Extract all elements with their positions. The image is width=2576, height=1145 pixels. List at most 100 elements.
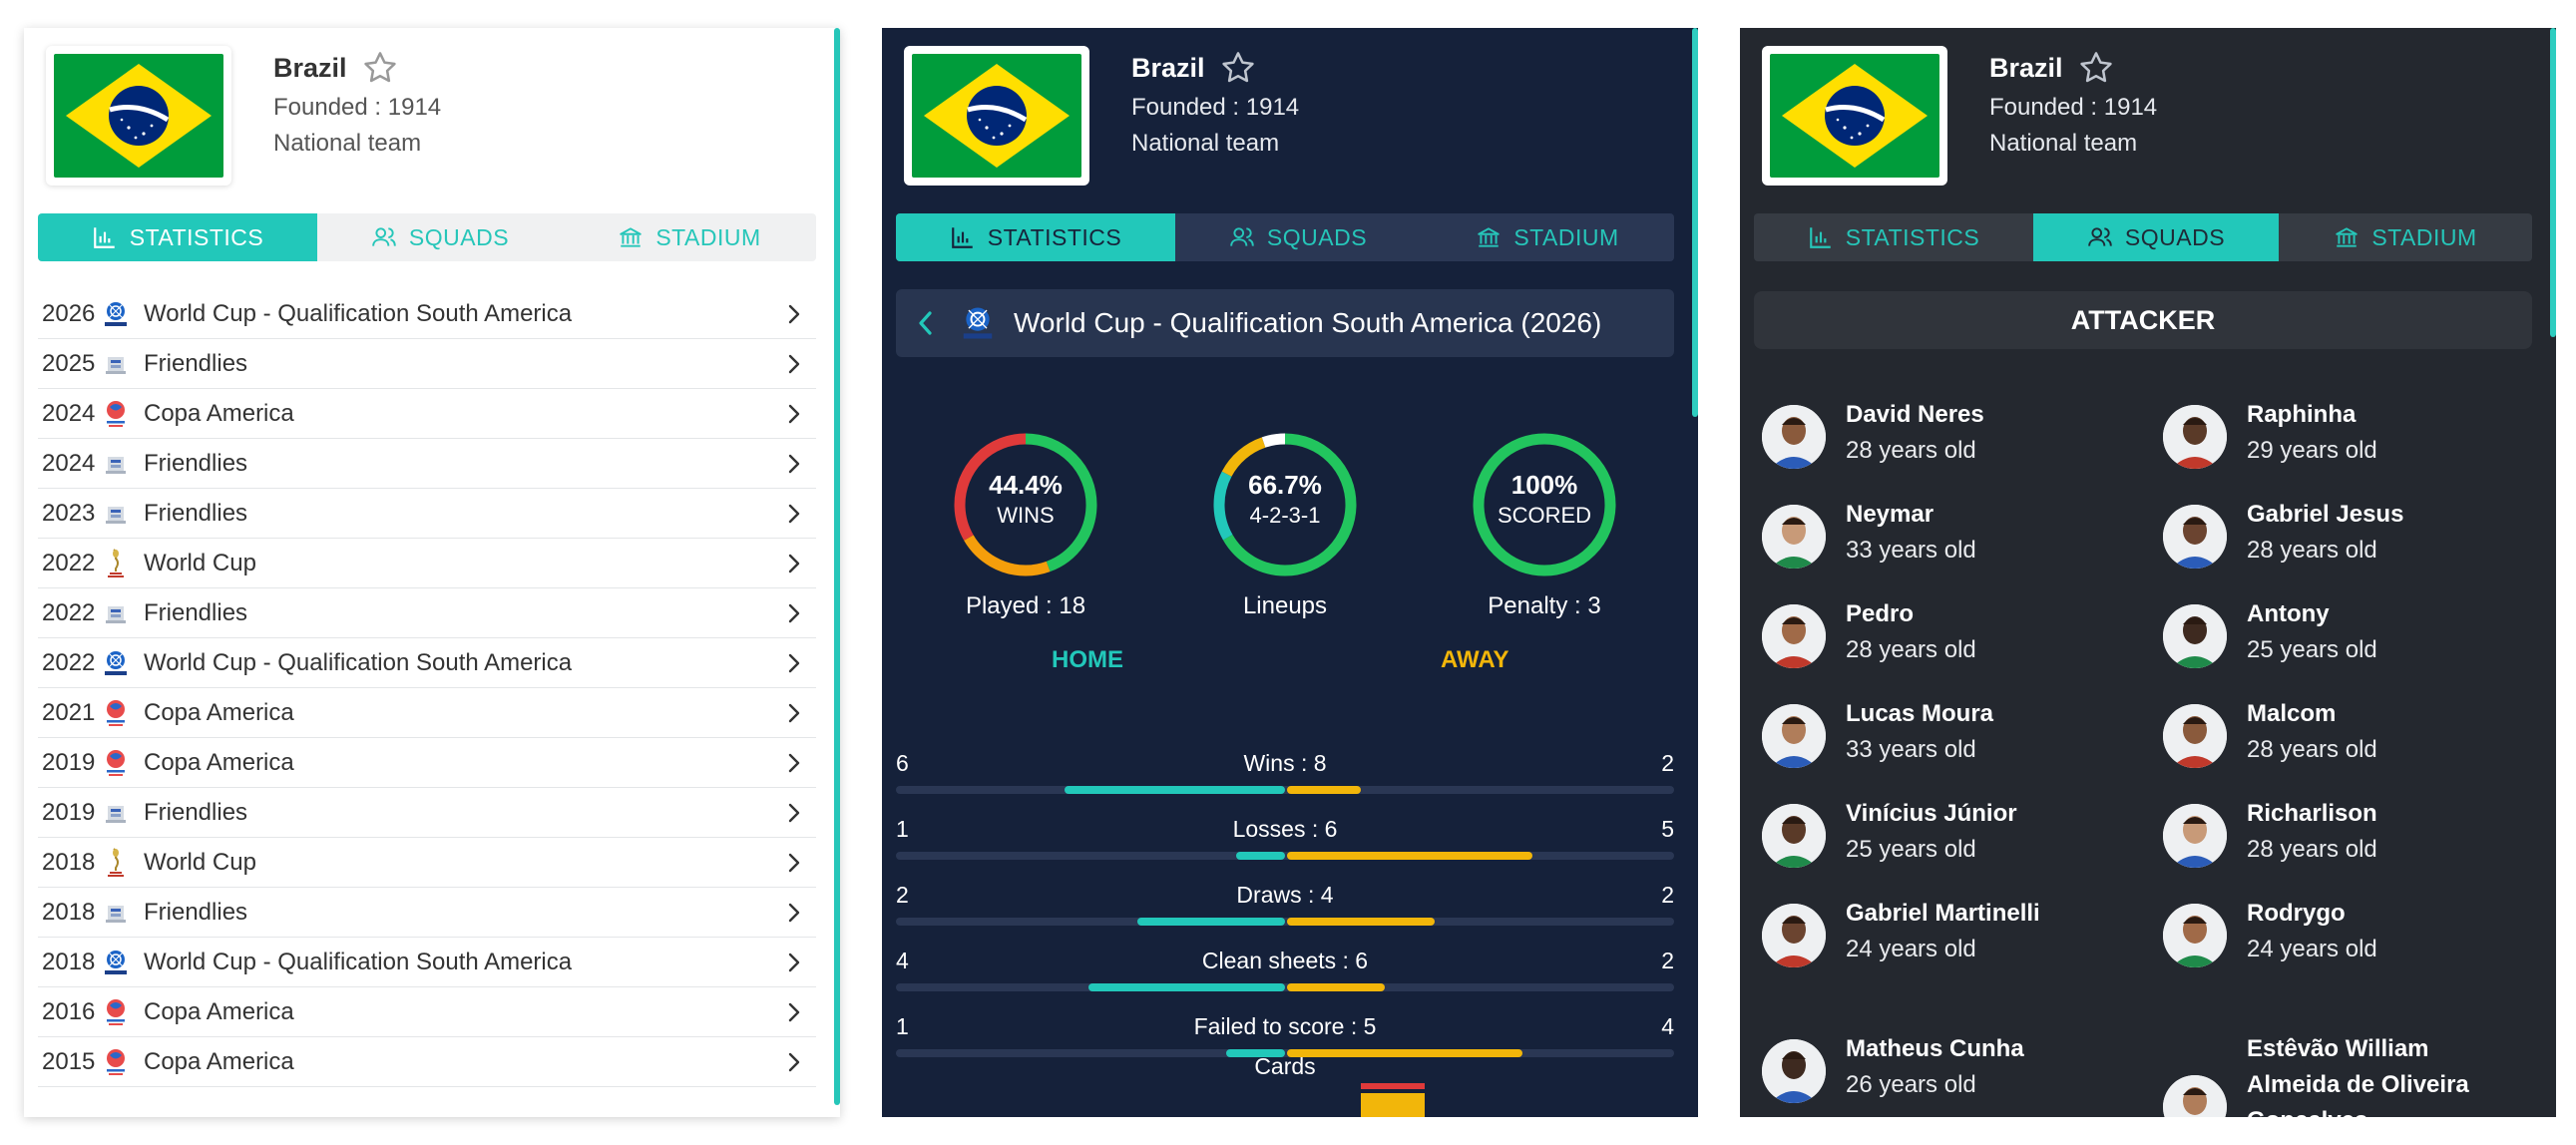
tab-statistics[interactable]: STATISTICS — [38, 213, 317, 261]
favorite-star-icon[interactable] — [361, 49, 399, 87]
player-age: 26 years old — [1846, 1071, 1976, 1098]
player-item[interactable]: Pedro 28 years old — [1762, 596, 2141, 686]
tab-bar: STATISTICS SQUADS STADIUM — [38, 213, 816, 261]
player-item[interactable]: Neymar 33 years old — [1762, 497, 2141, 586]
tab-squads[interactable]: SQUADS — [1175, 213, 1421, 261]
bank-icon — [2336, 227, 2359, 247]
scrollbar[interactable] — [834, 28, 840, 1105]
away-bar — [1287, 918, 1435, 926]
competition-row[interactable]: 2019 Copa America — [38, 738, 816, 788]
player-name: Richarlison — [2247, 800, 2377, 827]
competition-row[interactable]: 2024 Copa America — [38, 389, 816, 439]
stat-home-value: 1 — [896, 1013, 909, 1039]
tab-label: SQUADS — [408, 223, 510, 250]
donut-value: 66.7% — [1248, 470, 1322, 500]
competition-row[interactable]: 2016 Copa America — [38, 987, 816, 1037]
stat-row: Draws : 4 2 2 — [896, 882, 1674, 932]
competition-row[interactable]: 2025 Friendlies — [38, 339, 816, 389]
competition-row[interactable]: 2018 World Cup — [38, 838, 816, 888]
back-chevron-icon[interactable] — [896, 289, 956, 357]
player-age: 28 years old — [2247, 836, 2377, 863]
chevron-right-icon — [788, 354, 800, 374]
scrollbar[interactable] — [2550, 28, 2556, 337]
player-item[interactable]: Gabriel Jesus 28 years old — [2163, 497, 2542, 586]
copa-logo-icon — [96, 992, 136, 1032]
competition-year: 2022 — [42, 598, 96, 626]
copa-logo-icon — [96, 394, 136, 434]
competition-name: World Cup — [144, 848, 256, 876]
competition-row[interactable]: 2021 Copa America — [38, 688, 816, 738]
chevron-right-icon — [788, 803, 800, 823]
player-item[interactable]: Estêvão William Almeida de Oliveira Gonç… — [2163, 1031, 2542, 1117]
away-label[interactable]: AWAY — [1441, 646, 1509, 673]
team-info: Brazil Founded : 1914 National team — [1131, 46, 1530, 162]
competition-row[interactable]: 2018 World Cup - Qualification South Amer… — [38, 938, 816, 987]
player-item[interactable]: Rodrygo 24 years old — [2163, 896, 2542, 985]
player-age: 28 years old — [1846, 437, 1976, 464]
worldcup-logo-icon — [96, 544, 136, 583]
competition-name: Friendlies — [144, 798, 248, 826]
away-bar — [1287, 786, 1361, 794]
competition-row[interactable]: 2023 Friendlies — [38, 489, 816, 539]
player-name: Gabriel Martinelli — [1846, 900, 2040, 927]
tab-label: STADIUM — [655, 223, 761, 250]
brazil-flag-icon — [54, 54, 223, 178]
conmebol-logo-icon — [96, 943, 136, 982]
competition-row[interactable]: 2022 Friendlies — [38, 588, 816, 638]
donut-caption: Lineups — [1242, 592, 1328, 619]
stat-row: Clean sheets : 6 4 2 — [896, 948, 1674, 997]
friendly-logo-icon — [96, 593, 136, 633]
statistics-panel: Brazil Founded : 1914 National team STAT… — [882, 28, 1698, 1117]
competition-name: Copa America — [144, 698, 294, 726]
player-item[interactable]: Vinícius Júnior 25 years old — [1762, 796, 2141, 886]
tab-squads[interactable]: SQUADS — [317, 213, 563, 261]
avatar — [2163, 505, 2227, 569]
player-item[interactable]: Gabriel Martinelli 24 years old — [1762, 896, 2141, 985]
favorite-star-icon[interactable] — [2077, 49, 2115, 87]
competition-row[interactable]: 2019 Friendlies — [38, 788, 816, 838]
player-item[interactable]: Matheus Cunha 26 years old — [1762, 1031, 2141, 1117]
tab-label: STADIUM — [2371, 223, 2477, 250]
competition-row[interactable]: 2022 World Cup — [38, 539, 816, 588]
player-item[interactable]: Malcom 28 years old — [2163, 696, 2542, 786]
tab-stadium[interactable]: STADIUM — [1421, 213, 1674, 261]
player-name: Rodrygo — [2247, 900, 2346, 927]
scrollbar[interactable] — [1692, 28, 1698, 417]
tab-statistics[interactable]: STATISTICS — [1754, 213, 2033, 261]
player-age: 33 years old — [1846, 537, 1976, 564]
player-age: 29 years old — [2247, 437, 2377, 464]
home-bar — [1236, 852, 1285, 860]
tab-statistics[interactable]: STATISTICS — [896, 213, 1175, 261]
player-name: Neymar — [1846, 501, 1934, 528]
stat-away-value: 2 — [1661, 750, 1674, 776]
home-label[interactable]: HOME — [1052, 646, 1123, 673]
player-item[interactable]: David Neres 28 years old — [1762, 397, 2141, 487]
position-heading: ATTACKER — [1754, 291, 2532, 349]
tab-stadium[interactable]: STADIUM — [563, 213, 816, 261]
brazil-flag-icon — [912, 54, 1081, 178]
player-name: Matheus Cunha — [1846, 1035, 2024, 1062]
player-age: 25 years old — [1846, 836, 1976, 863]
player-age: 28 years old — [1846, 636, 1976, 663]
chevron-right-icon — [788, 1052, 800, 1072]
wins-donut: 44.4% WINS Played : 18 — [926, 431, 1125, 620]
scored-donut: 100% SCORED Penalty : 3 — [1445, 431, 1644, 620]
competition-name: Copa America — [144, 1047, 294, 1075]
competition-row[interactable]: 2022 World Cup - Qualification South Amer… — [38, 638, 816, 688]
player-item[interactable]: Richarlison 28 years old — [2163, 796, 2542, 886]
away-bar — [1287, 983, 1385, 991]
player-item[interactable]: Raphinha 29 years old — [2163, 397, 2542, 487]
player-item[interactable]: Lucas Moura 33 years old — [1762, 696, 2141, 786]
favorite-star-icon[interactable] — [1219, 49, 1257, 87]
tab-stadium[interactable]: STADIUM — [2279, 213, 2532, 261]
donut-sub: WINS — [997, 503, 1055, 528]
stat-away-value: 5 — [1661, 816, 1674, 842]
competition-row[interactable]: 2018 Friendlies — [38, 888, 816, 938]
competition-year: 2021 — [42, 698, 96, 726]
player-item[interactable]: Antony 25 years old — [2163, 596, 2542, 686]
competition-row[interactable]: 2015 Copa America — [38, 1037, 816, 1087]
avatar — [1762, 1039, 1826, 1103]
tab-squads[interactable]: SQUADS — [2033, 213, 2279, 261]
competition-row[interactable]: 2026 World Cup - Qualification South Amer… — [38, 289, 816, 339]
competition-row[interactable]: 2024 Friendlies — [38, 439, 816, 489]
